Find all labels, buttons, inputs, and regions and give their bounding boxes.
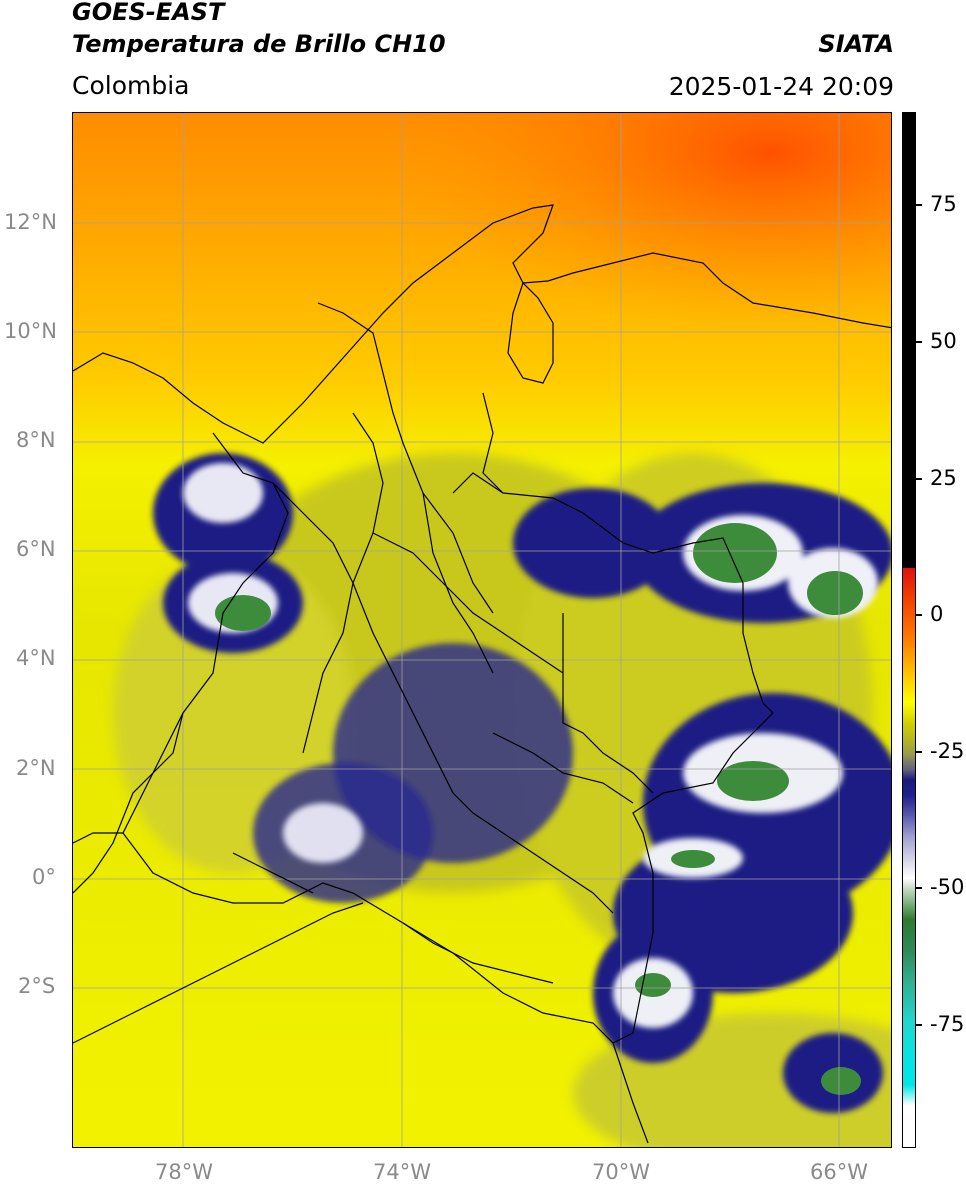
colorbar-label-75: 75 [930, 192, 957, 216]
region-label: Colombia [72, 71, 190, 100]
colorbar-tick [916, 341, 922, 343]
lon-tick-70w: 70°W [592, 1160, 650, 1184]
map-panel [72, 112, 892, 1148]
brightness-temperature-map [73, 113, 891, 1147]
lon-tick-78w: 78°W [155, 1160, 213, 1184]
colorbar-label-0: 0 [930, 602, 944, 626]
lon-tick-74w: 74°W [373, 1160, 431, 1184]
agency-label: SIATA [818, 30, 894, 58]
satellite-title: GOES-EAST [72, 0, 225, 26]
lat-tick-12n: 12°N [4, 210, 57, 234]
colorbar-tick [916, 478, 922, 480]
product-title: Temperatura de Brillo CH10 [72, 30, 446, 58]
warm-area-northeast [73, 113, 891, 513]
colorbar-label-neg75: -75 [930, 1012, 965, 1036]
lat-tick-0: 0° [32, 865, 56, 889]
colorbar-label-neg50: -50 [930, 875, 965, 899]
colorbar-label-50: 50 [930, 329, 957, 353]
colorbar-tick [916, 887, 922, 889]
colorbar-label-neg25: -25 [930, 739, 965, 763]
temperature-colorbar [902, 112, 916, 1148]
colorbar-label-25: 25 [930, 466, 957, 490]
coldest-cores-green [215, 523, 863, 1095]
lat-tick-4n: 4°N [16, 646, 56, 670]
colorbar-tick [916, 751, 922, 753]
lat-tick-8n: 8°N [16, 428, 56, 452]
coastlines-and-borders [73, 204, 891, 1144]
graticule [73, 113, 891, 1147]
lat-tick-10n: 10°N [4, 319, 57, 343]
lat-tick-2s: 2°S [18, 974, 56, 998]
colorbar-tick [916, 614, 922, 616]
colorbar-tick [916, 1024, 922, 1026]
lat-tick-6n: 6°N [16, 537, 56, 561]
lat-tick-2n: 2°N [16, 756, 56, 780]
datetime-label: 2025-01-24 20:09 [668, 72, 894, 101]
lon-tick-66w: 66°W [810, 1160, 868, 1184]
colorbar-tick [916, 204, 922, 206]
